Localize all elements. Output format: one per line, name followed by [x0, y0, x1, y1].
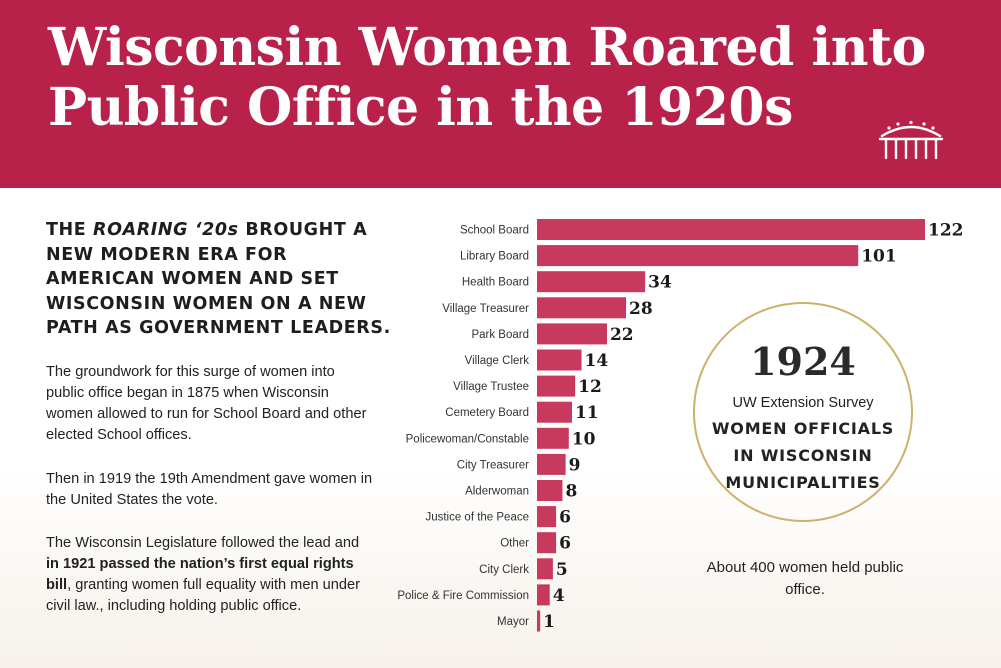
intro-paragraph-2: Then in 1919 the 19th Amendment gave wom…: [46, 471, 373, 508]
header-banner: Wisconsin Women Roared into Public Offic…: [0, 0, 1001, 188]
category-label: Health Board: [462, 277, 529, 289]
lead-emphasis: ROARING ‘20s: [93, 220, 239, 240]
category-label: School Board: [460, 225, 529, 237]
bar: [537, 219, 925, 240]
bar: [537, 558, 553, 580]
bar: [537, 480, 563, 501]
bar: [537, 610, 541, 632]
value-label: 6: [559, 508, 571, 528]
category-label: Village Trustee: [453, 381, 529, 393]
category-label: Village Clerk: [465, 355, 530, 367]
bar: [537, 427, 569, 449]
value-label: 22: [610, 325, 634, 345]
bar: [537, 584, 550, 606]
intro-lead: THE ROARING ‘20s BROUGHT A NEW MODERN ER…: [46, 218, 391, 341]
bar: [537, 349, 582, 371]
bar: [537, 506, 557, 528]
intro-paragraph-3: The Wisconsin Legislature followed the l…: [46, 533, 376, 617]
category-label: Police & Fire Commission: [397, 590, 529, 602]
bar: [537, 375, 576, 397]
bar: [537, 532, 557, 554]
category-label: Alderwoman: [465, 486, 529, 498]
category-label: Village Treasurer: [442, 303, 529, 315]
bar: [537, 271, 646, 293]
bar: [537, 401, 572, 423]
category-label: Library Board: [460, 251, 529, 263]
paragraph-3-bold: in 1921 passed the nation’s first equal …: [46, 556, 354, 593]
value-label: 4: [553, 586, 565, 606]
value-label: 8: [565, 482, 577, 502]
callout-heading-line-2: IN WISCONSIN: [733, 446, 873, 465]
capitol-arch-icon: [878, 120, 944, 160]
bar: [537, 323, 607, 345]
category-label: City Clerk: [479, 564, 529, 576]
value-label: 28: [629, 299, 653, 319]
value-label: 101: [861, 247, 897, 267]
callout-heading: WOMEN OFFICIALS IN WISCONSIN MUNICIPALIT…: [693, 415, 913, 496]
callout-heading-line-1: WOMEN OFFICIALS: [711, 419, 895, 438]
value-label: 14: [585, 351, 609, 371]
category-label: Other: [500, 538, 529, 550]
page-title: Wisconsin Women Roared into Public Offic…: [48, 17, 926, 138]
intro-paragraph-1: The groundwork for this surge of women i…: [46, 364, 367, 443]
value-label: 34: [648, 273, 672, 293]
value-label: 11: [575, 403, 599, 423]
category-label: Justice of the Peace: [425, 512, 529, 524]
value-label: 9: [569, 455, 581, 475]
bar: [537, 245, 859, 267]
value-label: 122: [928, 221, 964, 241]
callout-year: 1924: [750, 339, 856, 384]
value-label: 6: [559, 534, 571, 554]
paragraph-3-post: , granting women full equality with men …: [46, 577, 360, 614]
lead-prefix: THE: [46, 220, 94, 240]
value-label: 5: [556, 560, 568, 580]
category-label: Mayor: [497, 616, 529, 628]
category-label: Park Board: [471, 329, 529, 341]
callout-source: UW Extension Survey: [732, 395, 874, 411]
value-label: 12: [578, 377, 602, 397]
callout-footnote: About 400 women held public office.: [706, 559, 904, 598]
callout-heading-line-3: MUNICIPALITIES: [725, 473, 881, 492]
category-label: Cemetery Board: [445, 407, 529, 419]
category-label: Policewoman/Constable: [406, 433, 529, 445]
bar: [537, 297, 627, 319]
survey-callout-ring: [693, 302, 913, 522]
paragraph-3-pre: The Wisconsin Legislature followed the l…: [46, 535, 360, 551]
category-label: City Treasurer: [457, 459, 529, 471]
lead-rest: BROUGHT A NEW MODERN ERA FOR AMERICAN WO…: [46, 220, 391, 338]
bar: [537, 453, 566, 475]
value-label: 10: [572, 429, 596, 449]
value-label: 1: [543, 612, 555, 632]
